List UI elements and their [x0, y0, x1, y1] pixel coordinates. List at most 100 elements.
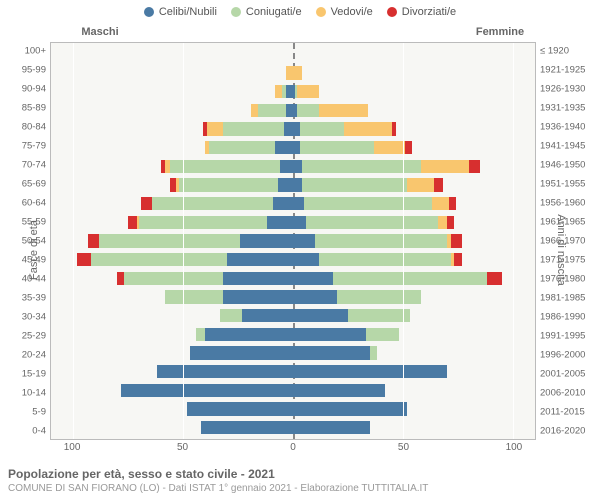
- seg-single: [293, 178, 302, 191]
- header-female: Femmine: [300, 26, 600, 38]
- x-tick: 100: [506, 442, 523, 453]
- seg-married: [304, 197, 432, 210]
- legend: Celibi/Nubili Coniugati/e Vedovi/e Divorzia…: [0, 0, 600, 20]
- seg-married: [139, 216, 267, 229]
- seg-married: [165, 290, 222, 303]
- seg-married: [297, 104, 319, 117]
- age-label: 30-34: [22, 312, 46, 322]
- seg-married: [152, 197, 273, 210]
- x-tick: 50: [177, 442, 188, 453]
- seg-single: [293, 346, 370, 359]
- female-bar: [293, 400, 535, 419]
- legend-item: Vedovi/e: [316, 6, 373, 18]
- seg-single: [293, 290, 337, 303]
- seg-single: [286, 104, 293, 117]
- seg-married: [170, 160, 280, 173]
- seg-married: [319, 253, 451, 266]
- seg-widowed: [319, 104, 367, 117]
- female-bar: [293, 194, 535, 213]
- seg-single: [293, 384, 385, 397]
- seg-single: [293, 160, 302, 173]
- chart-subtitle: COMUNE DI SAN FIORANO (LO) - Dati ISTAT …: [8, 483, 592, 494]
- seg-single: [284, 122, 293, 135]
- female-bar: [293, 176, 535, 195]
- male-bar: [51, 138, 293, 157]
- seg-single: [278, 178, 293, 191]
- age-label: 40-44: [22, 274, 46, 284]
- age-label: 85-89: [22, 104, 46, 114]
- seg-single: [293, 402, 407, 415]
- seg-single: [293, 365, 447, 378]
- x-tick: 0: [290, 442, 296, 453]
- male-bar: [51, 194, 293, 213]
- age-label: 50-54: [22, 236, 46, 246]
- age-label: 35-39: [22, 293, 46, 303]
- birth-label: 1981-1985: [540, 293, 585, 303]
- birth-label: 1926-1930: [540, 85, 585, 95]
- seg-single: [157, 365, 293, 378]
- pyramid-row: [51, 194, 535, 213]
- seg-married: [258, 104, 287, 117]
- male-bar: [51, 344, 293, 363]
- birth-label: 1931-1935: [540, 104, 585, 114]
- seg-widowed: [407, 178, 433, 191]
- seg-married: [315, 234, 447, 247]
- female-bar: [293, 101, 535, 120]
- seg-widowed: [251, 104, 258, 117]
- age-label: 55-59: [22, 217, 46, 227]
- seg-married: [209, 141, 275, 154]
- seg-divorced: [447, 216, 454, 229]
- chart-container: Celibi/Nubili Coniugati/e Vedovi/e Divorzia…: [0, 0, 600, 500]
- male-bar: [51, 269, 293, 288]
- left-axis-labels: 100+95-9990-9485-8980-8475-7970-7465-696…: [0, 42, 50, 440]
- male-bar: [51, 418, 293, 437]
- seg-widowed: [275, 85, 282, 98]
- seg-divorced: [77, 253, 90, 266]
- male-bar: [51, 400, 293, 419]
- male-bar: [51, 306, 293, 325]
- seg-widowed: [438, 216, 447, 229]
- female-bar: [293, 138, 535, 157]
- plot-area: [50, 42, 536, 440]
- legend-item: Divorziati/e: [387, 6, 456, 18]
- female-bar: [293, 213, 535, 232]
- pyramid-row: [51, 418, 535, 437]
- age-label: 15-19: [22, 369, 46, 379]
- pyramid-row: [51, 344, 535, 363]
- seg-divorced: [88, 234, 99, 247]
- seg-widowed: [207, 122, 222, 135]
- seg-divorced: [141, 197, 152, 210]
- male-bar: [51, 250, 293, 269]
- pyramid-row: [51, 250, 535, 269]
- birth-label: 1991-1995: [540, 331, 585, 341]
- seg-married: [91, 253, 227, 266]
- age-label: 45-49: [22, 255, 46, 265]
- pyramid-row: [51, 269, 535, 288]
- seg-single: [223, 272, 293, 285]
- male-bar: [51, 325, 293, 344]
- legend-item: Coniugati/e: [231, 6, 302, 18]
- pyramid-row: [51, 120, 535, 139]
- birth-label: 1966-1970: [540, 236, 585, 246]
- pyramid-row: [51, 400, 535, 419]
- pyramid-row: [51, 157, 535, 176]
- seg-married: [306, 216, 438, 229]
- seg-married: [302, 178, 408, 191]
- birth-label: 1971-1975: [540, 255, 585, 265]
- age-label: 95-99: [22, 66, 46, 76]
- seg-divorced: [454, 253, 463, 266]
- seg-divorced: [117, 272, 124, 285]
- grid-line: [73, 43, 74, 439]
- seg-married: [124, 272, 223, 285]
- legend-label: Celibi/Nubili: [159, 6, 217, 18]
- female-bar: [293, 344, 535, 363]
- seg-single: [280, 160, 293, 173]
- female-bar: [293, 362, 535, 381]
- male-bar: [51, 120, 293, 139]
- pyramid-row: [51, 176, 535, 195]
- seg-single: [293, 421, 370, 434]
- x-tick: 100: [64, 442, 81, 453]
- female-bar: [293, 306, 535, 325]
- seg-single: [275, 141, 293, 154]
- seg-married: [300, 141, 375, 154]
